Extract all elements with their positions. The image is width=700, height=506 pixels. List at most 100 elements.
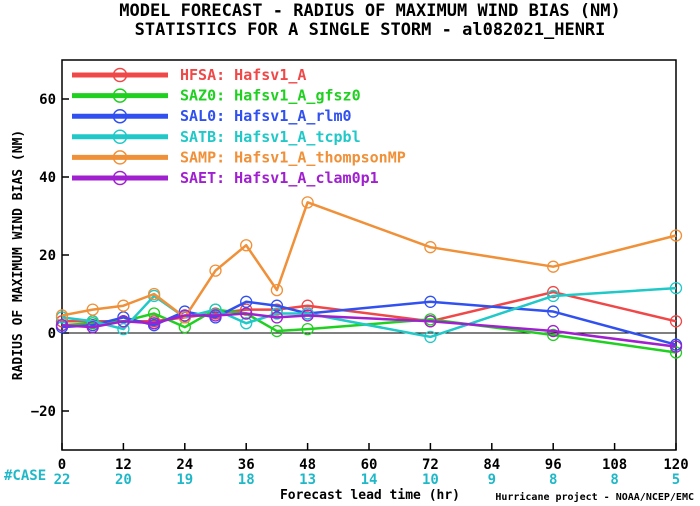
data-point [547, 289, 560, 303]
data-point [424, 315, 437, 328]
legend-marker [112, 170, 128, 186]
chart-title: MODEL FORECAST - RADIUS OF MAXIMUM WIND … [119, 1, 621, 21]
series-group [55, 307, 683, 353]
x-tick-label: 36 [238, 457, 255, 473]
y-tick-label: 0 [48, 326, 56, 342]
data-point [547, 328, 560, 342]
x-tick-label: 24 [176, 457, 193, 473]
y-axis-label: RADIUS OF MAXIMUM WIND BIAS (NM) [11, 130, 26, 380]
data-point [270, 299, 284, 312]
x-tick-label: 48 [299, 457, 316, 473]
legend-label: SAL0: Hafsv1_A_rlm0 [180, 107, 352, 125]
data-point [270, 303, 284, 316]
case-count: 8 [610, 472, 618, 488]
case-count: 9 [488, 472, 496, 488]
legend-label: SATB: Hafsv1_A_tcpbl [180, 128, 361, 146]
case-count: 14 [361, 472, 378, 488]
y-axis: −20 0 20 40 60 [31, 92, 69, 420]
data-point [301, 299, 314, 312]
y-tick-label: 60 [39, 92, 56, 108]
case-count: 22 [54, 472, 71, 488]
series-group [55, 303, 683, 359]
data-point [547, 260, 560, 273]
data-point [209, 264, 222, 277]
data-point [547, 324, 560, 338]
x-axis: 0 12 24 36 48 60 72 84 96 108 120 [58, 443, 689, 473]
data-point [117, 322, 130, 336]
credit-text: Hurricane project - NOAA/NCEP/EMC [495, 491, 694, 503]
data-point [301, 196, 314, 209]
data-point [301, 322, 314, 336]
data-point [240, 303, 253, 316]
legend-marker [112, 88, 128, 103]
data-point [178, 309, 191, 322]
case-counts: 22 20 19 18 13 14 10 9 8 8 5 [54, 472, 681, 488]
data-point [240, 295, 253, 308]
x-tick-label: 120 [663, 457, 688, 473]
data-point [669, 315, 683, 328]
case-count: 8 [549, 472, 557, 488]
legend-item: SAL0: Hafsv1_A_rlm0 [72, 107, 352, 125]
chart-subtitle: STATISTICS FOR A SINGLE STORM - al082021… [135, 20, 606, 40]
data-point [301, 309, 314, 322]
legend-label: SAZ0: Hafsv1_A_gfsz0 [180, 87, 361, 105]
legend: HFSA: Hafsv1_A SAZ0: Hafsv1_A_gfsz0 SAL0: … [72, 66, 406, 187]
data-point [270, 324, 284, 338]
case-count: 13 [299, 472, 316, 488]
data-point [547, 285, 560, 299]
data-point [86, 303, 99, 316]
data-point [147, 307, 161, 320]
x-tick-label: 0 [58, 457, 66, 473]
data-point [669, 281, 683, 295]
x-tick-label: 84 [483, 457, 500, 473]
legend-label: SAMP: Hafsv1_A_thompsonMP [180, 148, 406, 166]
case-count: 10 [422, 472, 439, 488]
x-axis-label: Forecast lead time (hr) [280, 488, 460, 503]
data-point [270, 311, 284, 324]
data-point [424, 330, 437, 344]
data-point [240, 239, 253, 252]
legend-item: SAMP: Hafsv1_A_thompsonMP [72, 148, 406, 166]
case-count: 18 [238, 472, 255, 488]
y-tick-label: −20 [31, 404, 56, 420]
x-tick-label: 60 [361, 457, 378, 473]
case-label: #CASE [4, 468, 46, 484]
legend-marker [112, 129, 128, 145]
x-tick-label: 12 [115, 457, 132, 473]
data-point [117, 311, 130, 324]
data-point [55, 309, 69, 322]
data-point [209, 309, 222, 322]
data-point [270, 307, 284, 320]
case-count: 20 [115, 472, 132, 488]
legend-item: SAET: Hafsv1_A_clam0p1 [72, 169, 379, 187]
legend-label: HFSA: Hafsv1_A [180, 66, 306, 84]
case-count: 19 [176, 472, 193, 488]
y-tick-label: 40 [39, 170, 56, 186]
data-point [178, 320, 191, 334]
legend-marker [112, 67, 128, 83]
legend-item: HFSA: Hafsv1_A [72, 66, 306, 84]
y-tick-label: 20 [39, 248, 56, 264]
series-group [55, 196, 683, 324]
data-point [270, 283, 284, 297]
data-point [55, 319, 69, 332]
x-tick-label: 72 [422, 457, 439, 473]
data-point [147, 287, 161, 301]
series-layer [55, 196, 683, 359]
data-point [547, 305, 560, 318]
data-point [669, 346, 683, 359]
data-point [117, 315, 130, 328]
case-count: 5 [672, 472, 680, 488]
legend-item: SAZ0: Hafsv1_A_gfsz0 [72, 87, 361, 105]
legend-label: SAET: Hafsv1_A_clam0p1 [180, 169, 379, 187]
data-point [669, 229, 683, 242]
x-tick-label: 108 [602, 457, 627, 473]
data-point [424, 295, 437, 308]
legend-item: SATB: Hafsv1_A_tcpbl [72, 128, 361, 146]
data-point [240, 317, 253, 330]
x-tick-label: 96 [545, 457, 562, 473]
data-point [240, 307, 253, 320]
legend-marker [112, 108, 128, 124]
data-point [86, 320, 99, 334]
